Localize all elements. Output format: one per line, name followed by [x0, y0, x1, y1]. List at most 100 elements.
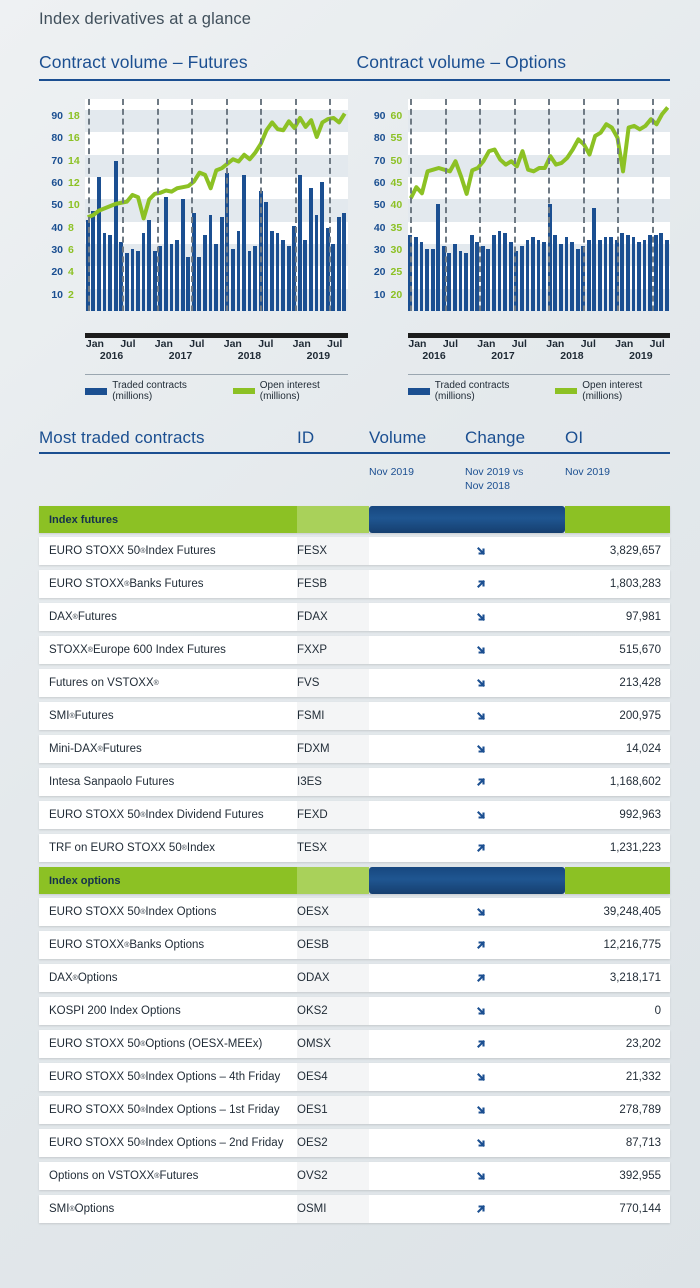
x-axis-tick: Jan 2016: [85, 338, 124, 362]
y-axis-tick-left: 80: [373, 132, 386, 145]
table-row[interactable]: EURO STOXX 50 ® Index Options – 4th Frida…: [39, 1063, 670, 1092]
table-row[interactable]: EURO STOXX 50 ® Index Dividend Futures FEX…: [39, 801, 670, 830]
bar: [425, 248, 429, 311]
table-row[interactable]: DAX ® Futures FDAX 1,824,190 –22% 97,981: [39, 603, 670, 632]
x-axis-tick: Jul: [649, 338, 665, 350]
volume-change-cell: 995,079 –14%: [369, 636, 565, 664]
contract-name: EURO STOXX 50 ® Options (OESX-MEEx): [39, 1030, 297, 1059]
table-row[interactable]: Mini-DAX ® Futures FDXM 741,998 –35% 14,024: [39, 735, 670, 764]
table-row[interactable]: EURO STOXX 50 ® Index Futures FESX 17,148,6…: [39, 537, 670, 566]
table-row[interactable]: Futures on VSTOXX ® FVS 990,527 –29% 213,428: [39, 669, 670, 698]
volume-change-cell: 20,721,229 –7%: [369, 898, 565, 926]
volume-value: 20,721,229: [405, 906, 464, 919]
bar: [331, 244, 336, 311]
bar: [575, 248, 580, 311]
volume-change-cell: 741,998 –35%: [369, 735, 565, 763]
plot-band: [85, 154, 348, 178]
change-value: 22%: [531, 972, 555, 985]
bar: [342, 212, 347, 311]
contract-id: FSMI: [297, 702, 369, 731]
table-row[interactable]: EURO STOXX ® Banks Futures FESB 4,996,737 38…: [39, 570, 670, 599]
most-traded-contracts-table: Most traded contracts ID Volume Change O…: [30, 428, 670, 1224]
change-direction-icon: [470, 771, 491, 793]
x-axis-tick: Jan 2019: [292, 338, 331, 362]
registered-mark: ®: [72, 613, 78, 621]
bar: [208, 215, 213, 311]
bar: [303, 239, 308, 311]
volume-change-cell: 469,453 –22%: [369, 1096, 565, 1124]
table-row[interactable]: SMI ® Futures FSMI 751,036 –17% 200,975: [39, 702, 670, 731]
contract-name: EURO STOXX ® Banks Options: [39, 931, 297, 960]
x-gridline: [122, 99, 125, 311]
volume-value: 741,998: [421, 743, 464, 756]
table-row[interactable]: KOSPI 200 Index Options OKS2 2,206,396 –48%…: [39, 997, 670, 1026]
y-axis-tick-right: 25: [390, 266, 403, 279]
bar: [175, 239, 179, 311]
contract-id: FDAX: [297, 603, 369, 632]
x-axis-year: 2016: [422, 350, 446, 362]
table-row[interactable]: EURO STOXX 50 ® Options (OESX-MEEx) OMSX 64…: [39, 1030, 670, 1059]
contract-name: Mini-DAX ® Futures: [39, 735, 297, 764]
bar: [453, 244, 457, 311]
table-row[interactable]: STOXX ® Europe 600 Index Futures FXXP 995,0…: [39, 636, 670, 665]
y-axis-tick-left: 40: [51, 221, 63, 234]
bar: [113, 161, 118, 311]
arrow-up-icon: [476, 778, 485, 787]
table-row[interactable]: DAX ® Options ODAX 2,878,144 22% 3,218,171: [39, 964, 670, 993]
bar: [609, 237, 613, 311]
contract-id: OKS2: [297, 997, 369, 1026]
bar: [242, 174, 246, 311]
table-row[interactable]: EURO STOXX ® Banks Options OESB 4,793,835 12…: [39, 931, 670, 960]
volume-value: 4,793,835: [411, 939, 464, 952]
y-axis-tick-right: 30: [390, 243, 403, 256]
bar: [458, 250, 463, 311]
change-value: 38%: [531, 578, 555, 591]
bar: [130, 248, 135, 311]
change-value: –7%: [531, 906, 555, 919]
registered-mark: ®: [140, 908, 146, 916]
group-volume-change-cell: [369, 867, 565, 895]
group-oi-cell: [565, 867, 670, 895]
plot-band: [85, 199, 348, 222]
open-interest-value: 515,670: [565, 636, 670, 665]
table-row[interactable]: EURO STOXX 50 ® Index Options – 2nd Frida…: [39, 1129, 670, 1158]
table-row[interactable]: Options on VSTOXX ® Futures OVS2 404,478 –41…: [39, 1162, 670, 1191]
x-gridline: [87, 99, 90, 311]
chart-legend: Traded contracts (millions) Open interest…: [85, 374, 348, 402]
plot-band: [85, 110, 348, 133]
chart-title-options: Contract volume – Options: [356, 52, 567, 72]
column-header-id: ID: [297, 428, 315, 447]
change-value: –35%: [525, 743, 555, 756]
bar: [141, 232, 146, 311]
group-header-row: Index options: [39, 867, 670, 895]
charts-container: 90 18 80 16 70 14 60 12 50 10 40 8 30 6 20 4 10 2 Jan 2016 J…: [30, 93, 670, 402]
table-row[interactable]: SMI ® Options OSMI 396,185 1% 770,144: [39, 1195, 670, 1224]
arrow-down-icon: [476, 1106, 485, 1115]
table-row[interactable]: Intesa Sanpaolo Futures I3ES 450,672 43% 1,1…: [39, 768, 670, 797]
bar: [269, 230, 274, 311]
registered-mark: ®: [72, 974, 78, 982]
volume-value: 592,573: [421, 1071, 464, 1084]
x-axis-year: 2016: [99, 350, 124, 362]
x-axis-tick: Jul: [258, 338, 274, 350]
registered-mark: ®: [153, 679, 159, 687]
open-interest-value: 770,144: [565, 1195, 670, 1224]
arrow-down-icon: [476, 908, 485, 917]
legend-swatch-open_interest: [555, 388, 578, 394]
bar: [152, 250, 157, 311]
volume-value: 17,148,680: [405, 545, 464, 558]
y-axis-tick-right: 55: [390, 132, 403, 145]
table-row[interactable]: TRF on EURO STOXX 50 ® Index TESX 271,006 30…: [39, 834, 670, 863]
registered-mark: ®: [140, 1040, 146, 1048]
table-row[interactable]: EURO STOXX 50 ® Index Options – 1st Frida…: [39, 1096, 670, 1125]
y-axis-tick-right: 8: [68, 221, 74, 234]
change-direction-icon: [470, 1132, 491, 1154]
group-title: Index options: [39, 867, 297, 895]
change-direction-icon: [470, 967, 491, 989]
bar: [603, 237, 608, 311]
y-axis-tick-right: 45: [390, 176, 403, 189]
y-axis-labels: 90 60 80 55 70 50 60 45 50 40 40 35 30 30 20 25 10 20: [356, 99, 408, 311]
contract-name: EURO STOXX 50 ® Index Futures: [39, 537, 297, 566]
y-axis-tick-left: 80: [51, 132, 63, 145]
table-row[interactable]: EURO STOXX 50 ® Index Options OESX 20,721,2…: [39, 898, 670, 927]
